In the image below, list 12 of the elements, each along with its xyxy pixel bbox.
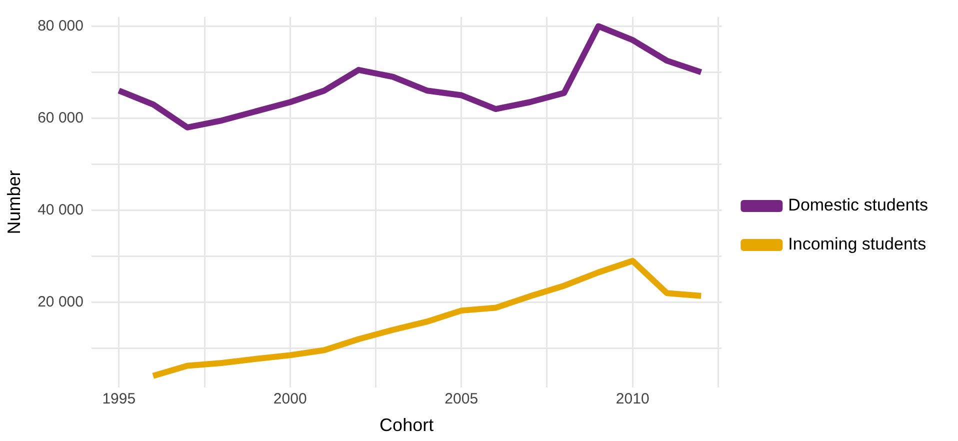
y-tick-label: 20 000 — [38, 293, 84, 310]
x-tick-label: 2000 — [273, 390, 307, 408]
x-tick-label: 2010 — [616, 390, 650, 408]
legend-label: Incoming students — [788, 234, 926, 254]
x-axis-title: Cohort — [380, 415, 434, 436]
y-tick-label: 60 000 — [38, 109, 84, 126]
y-tick-label: 80 000 — [38, 17, 84, 34]
legend-label: Domestic students — [788, 196, 928, 215]
y-tick-label: 40 000 — [38, 201, 84, 218]
y-axis-title: Number — [4, 170, 24, 234]
x-tick-label: 1995 — [102, 390, 136, 408]
x-tick-label: 2005 — [444, 390, 478, 408]
